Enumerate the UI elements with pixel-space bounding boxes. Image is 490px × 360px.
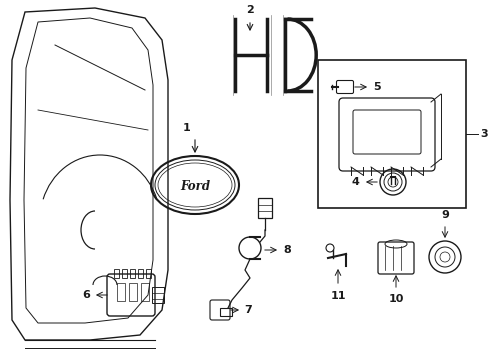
Text: 11: 11: [330, 291, 346, 301]
Text: 10: 10: [388, 294, 404, 304]
Bar: [318, 60, 466, 208]
Text: 3: 3: [480, 129, 488, 139]
Text: 5: 5: [373, 82, 381, 92]
Text: Ford: Ford: [180, 180, 210, 194]
Bar: [129, 283, 137, 301]
Text: 8: 8: [283, 245, 291, 255]
Bar: [220, 308, 232, 316]
Bar: [130, 269, 135, 278]
Text: 2: 2: [246, 5, 254, 15]
Bar: [146, 269, 151, 278]
Bar: [117, 283, 125, 301]
Bar: [152, 287, 164, 303]
Text: 4: 4: [351, 177, 359, 187]
Bar: [122, 269, 127, 278]
Text: 7: 7: [244, 305, 252, 315]
Text: 1: 1: [183, 123, 191, 133]
Text: 6: 6: [82, 290, 90, 300]
Bar: [114, 269, 119, 278]
Bar: [258, 198, 272, 218]
Bar: [141, 283, 149, 301]
Text: 9: 9: [441, 210, 449, 220]
Bar: [138, 269, 143, 278]
